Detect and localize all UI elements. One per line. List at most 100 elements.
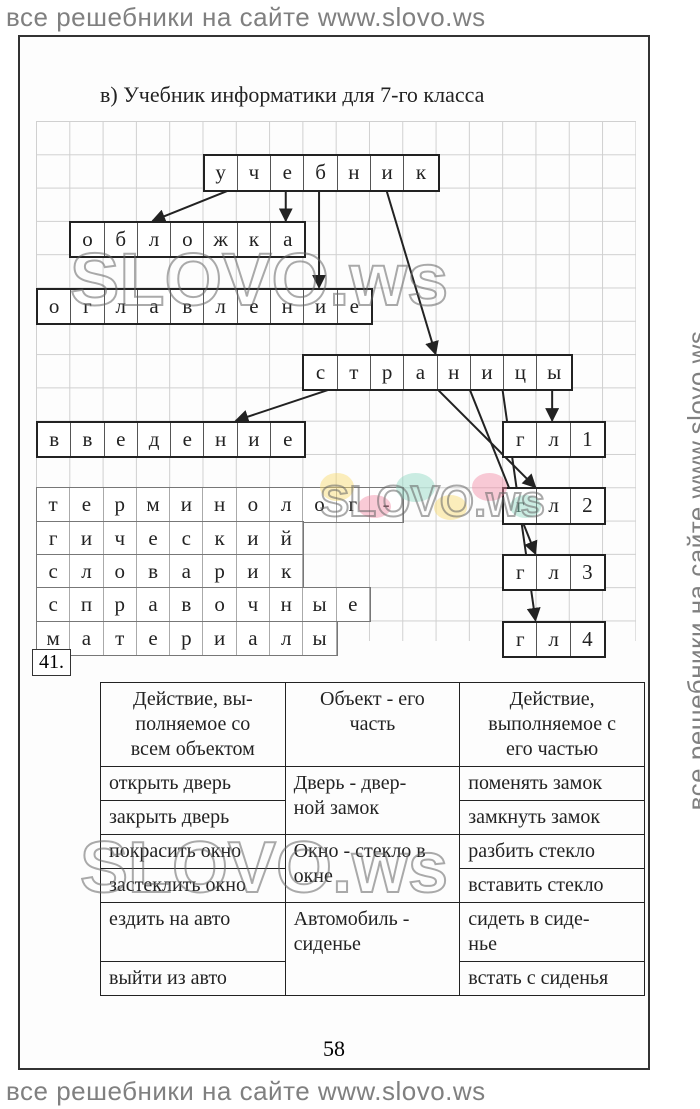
letter-cell: е <box>105 423 138 456</box>
letter-cell: с <box>304 356 337 389</box>
letter-cell: а <box>271 223 304 256</box>
table-cell: покрасить окно <box>101 835 286 869</box>
letter-cell: 3 <box>571 556 604 589</box>
table-cell: поменять замок <box>460 767 645 801</box>
letter-cell: и <box>203 622 236 655</box>
letter-cell: о <box>237 488 270 521</box>
letter-cell: а <box>137 588 170 621</box>
letter-cell: а <box>237 622 270 655</box>
letter-cell: 1 <box>571 423 604 456</box>
letter-cell: ц <box>504 356 537 389</box>
site-link-bottom: все решебники на сайте www.slovo.ws <box>6 1076 486 1107</box>
letter-cell: о <box>71 223 104 256</box>
word-w-oglav: оглавление <box>36 288 373 325</box>
letter-cell: л <box>105 290 138 323</box>
letter-cell: п <box>70 588 103 621</box>
table-cell: закрыть дверь <box>101 801 286 835</box>
letter-cell: л <box>270 622 303 655</box>
letter-cell: б <box>304 156 337 189</box>
letter-cell: л <box>70 555 103 588</box>
table-cell: встать с сиденья <box>460 962 645 996</box>
letter-cell: 4 <box>571 623 604 656</box>
letter-cell: а <box>138 290 171 323</box>
letter-cell: е <box>337 588 370 621</box>
table-cell: выйти из авто <box>101 962 286 996</box>
letter-cell: т <box>104 622 137 655</box>
table-cell: Автомобиль -сиденье <box>285 903 460 996</box>
letter-cell: л <box>537 556 570 589</box>
letter-cell: г <box>37 522 70 555</box>
letter-cell: к <box>238 223 271 256</box>
letter-cell: л <box>537 423 570 456</box>
word-w-uchebnik: учебник <box>203 154 440 191</box>
word-w-sprav1: справочные <box>36 587 371 622</box>
letter-cell: ч <box>104 522 137 555</box>
site-link-right: все решебники на сайте www.slovo.ws <box>683 330 700 810</box>
letter-cell: е <box>171 423 204 456</box>
letter-cell: м <box>137 488 170 521</box>
letter-cell: у <box>205 156 238 189</box>
word-w-term1: терминолог- <box>36 487 404 522</box>
table-cell: ездить на авто <box>101 903 286 962</box>
letter-cell: ы <box>537 356 570 389</box>
site-link-top: все решебники на сайте www.slovo.ws <box>6 2 486 33</box>
letter-cell: н <box>271 290 304 323</box>
letter-cell: е <box>238 290 271 323</box>
letter-cell: г <box>504 489 537 522</box>
letter-cell: о <box>104 555 137 588</box>
letter-cell: в <box>71 423 104 456</box>
letter-cell: к <box>270 555 303 588</box>
letter-cell: в <box>38 423 71 456</box>
letter-cell: о <box>171 223 204 256</box>
letter-cell: с <box>170 522 203 555</box>
word-w-gl4: гл4 <box>502 621 606 658</box>
letter-cell: н <box>203 488 236 521</box>
word-w-oblozhka: обложка <box>69 221 306 258</box>
letter-cell: в <box>171 290 204 323</box>
letter-cell: л <box>138 223 171 256</box>
word-w-stranicy: страницы <box>302 354 572 391</box>
letter-cell: н <box>338 156 371 189</box>
table-row: открыть дверьДверь - двер-ной замокпомен… <box>101 767 645 801</box>
letter-cell: - <box>370 488 403 521</box>
letter-cell: а <box>404 356 437 389</box>
table-cell: сидеть в сиде-нье <box>460 903 645 962</box>
word-w-term3: словарик <box>36 554 304 589</box>
letter-cell: л <box>537 489 570 522</box>
letter-cell: а <box>170 555 203 588</box>
letter-cell: н <box>438 356 471 389</box>
page-frame: в) Учебник информатики для 7-го класса у… <box>18 35 650 1070</box>
page-number: 58 <box>323 1036 345 1062</box>
letter-cell: г <box>71 290 104 323</box>
table-cell: застеклить окно <box>101 869 286 903</box>
letter-cell: ч <box>237 588 270 621</box>
letter-cell: е <box>271 156 304 189</box>
letter-cell: и <box>237 522 270 555</box>
letter-cell: р <box>371 356 404 389</box>
table-header: Действие, вы-полняемое совсем объектом <box>101 683 286 767</box>
answer-table: Действие, вы-полняемое совсем объектомОб… <box>100 682 645 996</box>
table-header: Объект - егочасть <box>285 683 460 767</box>
letter-cell: р <box>203 555 236 588</box>
word-w-gl3: гл3 <box>502 554 606 591</box>
table-cell: Дверь - двер-ной замок <box>285 767 460 835</box>
word-w-gl2: гл2 <box>502 487 606 524</box>
word-w-vvedenie: введение <box>36 421 306 458</box>
table-cell: разбить стекло <box>460 835 645 869</box>
letter-cell: е <box>137 622 170 655</box>
letter-cell: н <box>270 588 303 621</box>
letter-cell: с <box>37 588 70 621</box>
letter-cell: ы <box>303 588 336 621</box>
letter-cell: к <box>404 156 437 189</box>
task-number: 41. <box>32 649 71 676</box>
letter-cell: и <box>471 356 504 389</box>
table-cell: замкнуть замок <box>460 801 645 835</box>
letter-cell: р <box>104 488 137 521</box>
letter-cell: с <box>37 555 70 588</box>
letter-cell: г <box>504 556 537 589</box>
letter-cell: т <box>37 488 70 521</box>
letter-cell: ч <box>238 156 271 189</box>
table-cell: Окно - стекло вокне <box>285 835 460 903</box>
table-cell: вставить стекло <box>460 869 645 903</box>
letter-cell: г <box>504 423 537 456</box>
